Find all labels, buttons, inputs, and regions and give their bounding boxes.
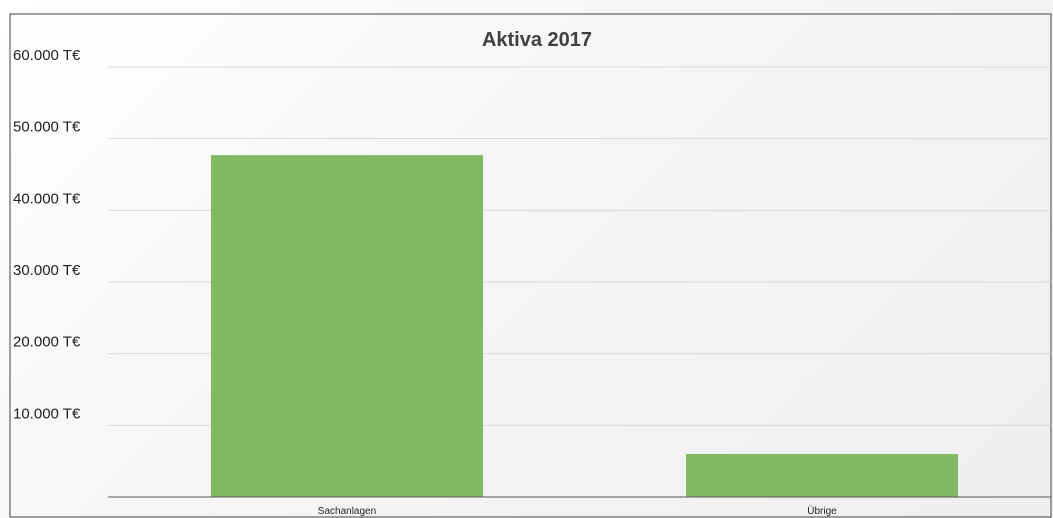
x-category-label: Übrige [807,505,837,517]
y-tick-label: 40.000 T€ [13,190,81,207]
bars [211,155,958,497]
y-tick-label: 60.000 T€ [13,47,81,64]
y-tick-label: 50.000 T€ [13,119,81,136]
y-tick-label: 20.000 T€ [13,334,81,351]
x-axis-categories: Sachanlagen Übrige [318,505,837,517]
y-tick-label: 30.000 T€ [13,262,81,279]
bar-sachanlagen [211,155,483,497]
y-tick-label: 10.000 T€ [13,405,81,422]
bar-uebrige [686,454,958,497]
x-category-label: Sachanlagen [318,506,376,517]
y-axis-ticks: 10.000 T€ 20.000 T€ 30.000 T€ 40.000 T€ 50.0… [13,47,81,422]
chart-title: Aktiva 2017 [482,29,592,51]
chart-border [9,13,1052,518]
